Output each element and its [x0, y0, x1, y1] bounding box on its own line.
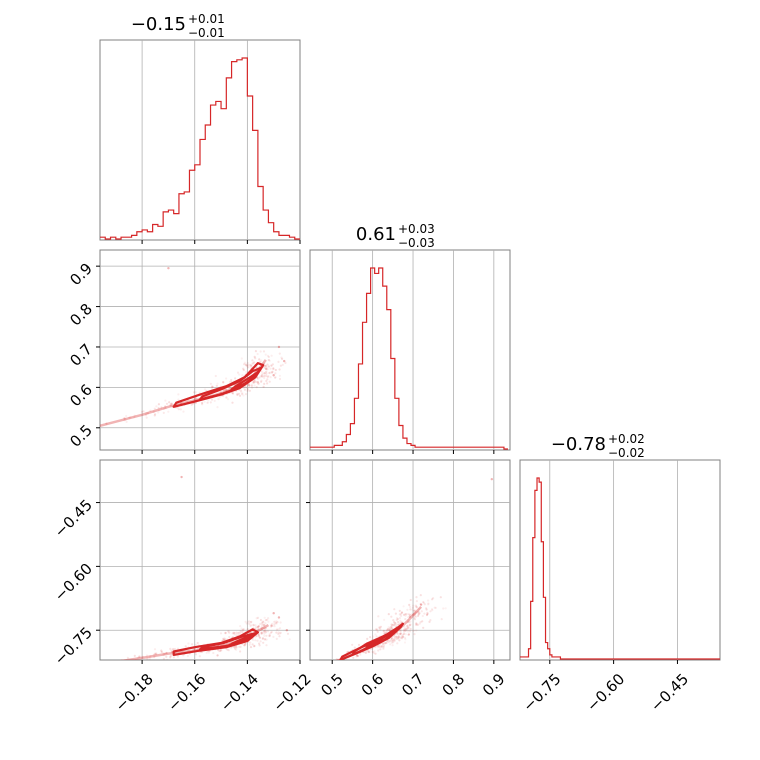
xtick-label-p1: −0.14	[217, 670, 262, 715]
contour-panel-p1-p2-frame	[99, 249, 301, 451]
xtick-label-p3: −0.60	[583, 670, 628, 715]
ytick-label-p3: −0.45	[51, 496, 96, 541]
outlier-point	[277, 616, 281, 619]
hist-title-sub-p2: −0.03	[398, 236, 435, 250]
ytick-label-p2: 0.7	[66, 340, 96, 370]
xtick-label-p1: −0.12	[270, 670, 315, 715]
density-p1-p3	[119, 475, 291, 660]
outlier-point	[272, 374, 275, 377]
contour-level-1	[172, 628, 259, 657]
hist-title-sup-p3: +0.02	[608, 432, 645, 446]
histogram-p1	[100, 57, 300, 240]
contour-level-3	[230, 633, 254, 645]
ytick-label-p2: 0.6	[66, 381, 96, 411]
hist-title-sub-p1: −0.01	[188, 26, 225, 40]
hist-panel-p3-frame	[519, 459, 721, 661]
ytick-label-p3: −0.75	[51, 623, 96, 668]
xtick-label-p2: 0.7	[398, 670, 428, 700]
histogram-p3	[520, 477, 720, 660]
xtick-label-p2: 0.5	[317, 670, 347, 700]
hist-title-p1: −0.15	[131, 14, 186, 35]
contour-panel-p1-p2-grid	[100, 250, 300, 450]
outlier-point	[180, 475, 183, 479]
contour-level-2	[198, 632, 257, 651]
xtick-label-p3: −0.45	[647, 670, 692, 715]
xtick-label-p2: 0.6	[358, 670, 388, 700]
density-p1-p2	[100, 266, 287, 428]
histogram-p2	[310, 267, 508, 450]
xtick-label-p2: 0.8	[439, 670, 469, 700]
hist-title-p3: −0.78	[551, 434, 606, 455]
ytick-label-p2: 0.5	[66, 421, 96, 451]
ytick-label-p2: 0.9	[66, 259, 96, 289]
hist-panel-p2-frame	[309, 249, 511, 451]
outlier-point	[419, 603, 423, 606]
hist-panel-p3: −0.78 +0.02−0.02	[519, 432, 721, 664]
hist-panel-p2: 0.61 +0.03−0.03	[309, 222, 511, 454]
ytick-label-p3: −0.60	[51, 560, 96, 605]
hist-title-p2: 0.61	[356, 224, 396, 245]
hist-title-sup-p2: +0.03	[398, 222, 435, 236]
ytick-label-p2: 0.8	[66, 300, 96, 330]
contour-panel-p1-p2	[96, 249, 301, 454]
outlier-point	[285, 629, 289, 632]
density-p2-p3	[335, 477, 494, 660]
outlier-point	[272, 611, 275, 615]
outlier-point	[277, 345, 281, 349]
outlier-point	[490, 477, 494, 481]
hist-title-sub-p3: −0.02	[608, 446, 645, 460]
xtick-label-p2: 0.9	[479, 670, 509, 700]
contour-panel-p1-p3-grid	[100, 460, 300, 660]
outlier-point	[167, 266, 170, 270]
hist-panel-p1: −0.15 +0.01−0.01	[99, 12, 301, 244]
hist-panel-p2-grid	[331, 250, 495, 450]
outlier-point	[283, 359, 286, 363]
contour-level-2	[198, 366, 262, 401]
hist-title-sup-p1: +0.01	[188, 12, 225, 26]
xtick-label-p3: −0.75	[519, 670, 564, 715]
contour-level-3	[230, 370, 259, 391]
xtick-label-p1: −0.18	[112, 670, 157, 715]
xtick-label-p1: −0.16	[164, 670, 209, 715]
contour-panel-p1-p3-frame	[99, 459, 301, 661]
contour-panel-p1-p3	[96, 459, 301, 664]
contour-panel-p2-p3-frame	[309, 459, 511, 661]
contour-panel-p2-p3-grid	[310, 460, 510, 660]
contour-panel-p2-p3	[306, 459, 511, 664]
contour-level-3	[365, 634, 388, 649]
hist-panel-p3-grid	[549, 460, 678, 660]
